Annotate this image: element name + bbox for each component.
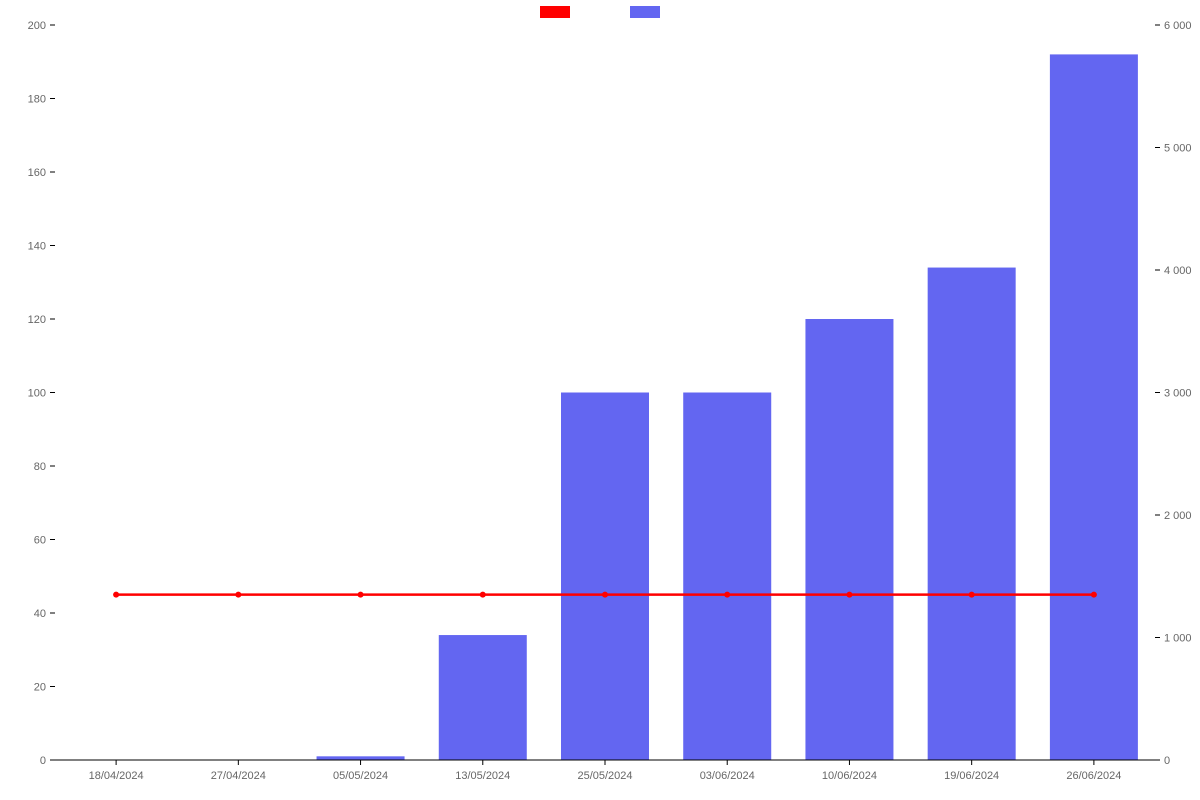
y-left-label: 100 — [28, 388, 46, 400]
line-marker — [358, 592, 364, 598]
y-right-label: 3 000 — [1164, 388, 1192, 400]
y-right-label: 2 000 — [1164, 510, 1192, 522]
y-left-label: 160 — [28, 167, 46, 179]
line-marker — [113, 592, 119, 598]
y-right-label: 5 000 — [1164, 143, 1192, 155]
bar — [683, 393, 771, 761]
line-marker — [235, 592, 241, 598]
line-marker — [724, 592, 730, 598]
y-right-label: 6 000 — [1164, 20, 1192, 32]
x-label: 27/04/2024 — [211, 770, 266, 782]
y-left-label: 200 — [28, 20, 46, 32]
y-left-label: 60 — [34, 535, 46, 547]
x-label: 25/05/2024 — [577, 770, 632, 782]
bar — [561, 393, 649, 761]
chart-svg: 0 20 40 60 80 100 120 140 160 180 200 0 1 000 2 000 3 … — [0, 0, 1200, 800]
line-marker — [969, 592, 975, 598]
x-label: 10/06/2024 — [822, 770, 877, 782]
y-right-label: 4 000 — [1164, 265, 1192, 277]
y-left-label: 80 — [34, 461, 46, 473]
y-left-label: 20 — [34, 682, 46, 694]
y-left-label: 40 — [34, 608, 46, 620]
y-left-label: 180 — [28, 94, 46, 106]
line-marker — [846, 592, 852, 598]
bar — [805, 319, 893, 760]
y-right-label: 1 000 — [1164, 633, 1192, 645]
line-marker — [1091, 592, 1097, 598]
y-left-label: 0 — [40, 755, 46, 767]
x-label: 05/05/2024 — [333, 770, 388, 782]
chart-container: 0 20 40 60 80 100 120 140 160 180 200 0 1 000 2 000 3 … — [0, 0, 1200, 800]
y-right-label: 0 — [1164, 755, 1170, 767]
x-label: 26/06/2024 — [1066, 770, 1121, 782]
y-left-label: 120 — [28, 314, 46, 326]
bar — [928, 268, 1016, 760]
bar — [439, 635, 527, 760]
line-marker — [602, 592, 608, 598]
bar — [1050, 54, 1138, 760]
x-label: 13/05/2024 — [455, 770, 510, 782]
legend-swatch — [630, 6, 660, 18]
line-marker — [480, 592, 486, 598]
y-left-label: 140 — [28, 241, 46, 253]
bar — [317, 756, 405, 760]
x-label: 18/04/2024 — [89, 770, 144, 782]
legend-swatch — [540, 6, 570, 18]
x-label: 03/06/2024 — [700, 770, 755, 782]
x-label: 19/06/2024 — [944, 770, 999, 782]
